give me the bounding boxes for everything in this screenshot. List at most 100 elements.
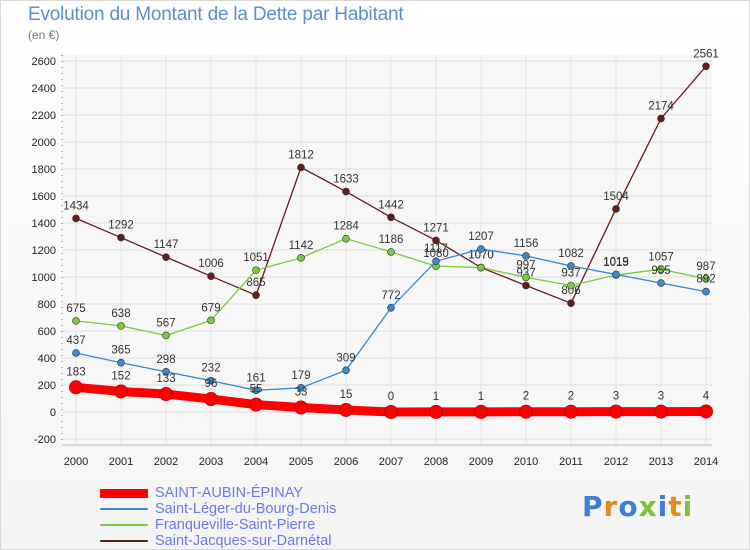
data-label: 1006 <box>198 258 224 270</box>
data-label: 1156 <box>514 238 539 250</box>
data-label: 1 <box>433 391 439 403</box>
data-point <box>522 281 530 290</box>
data-label: 152 <box>111 370 130 382</box>
data-label: 298 <box>156 354 175 366</box>
data-label: 1207 <box>468 231 494 243</box>
legend-item: Saint-Léger-du-Bourg-Denis <box>100 501 336 517</box>
data-point <box>69 380 83 395</box>
data-point <box>519 404 533 419</box>
data-point <box>252 386 260 395</box>
x-tick-label: 2000 <box>64 456 88 468</box>
data-label: 179 <box>291 370 310 382</box>
x-tick-label: 2006 <box>334 456 358 468</box>
data-point <box>117 358 125 367</box>
y-tick-label: 2400 <box>32 83 56 95</box>
data-point <box>429 404 443 419</box>
data-label: 1057 <box>648 251 674 263</box>
data-point <box>207 272 215 280</box>
data-point <box>609 404 623 419</box>
data-label: 1070 <box>468 250 494 262</box>
data-label: 1117 <box>424 243 448 255</box>
data-label: 33 <box>295 387 308 399</box>
data-label: 997 <box>516 259 535 271</box>
data-label: 0 <box>388 391 394 403</box>
data-label: 638 <box>111 308 130 320</box>
y-tick-label: 2200 <box>32 110 56 122</box>
data-label: 183 <box>66 366 85 378</box>
data-point <box>477 245 485 253</box>
data-label: 1442 <box>378 199 404 211</box>
y-tick-label: 1600 <box>32 191 56 203</box>
data-point <box>702 287 710 296</box>
data-point <box>342 187 350 196</box>
data-label: 865 <box>246 277 265 289</box>
data-point <box>117 233 125 242</box>
data-label: 892 <box>696 274 715 286</box>
y-tick-label: 400 <box>38 353 56 365</box>
data-point <box>387 248 395 256</box>
y-tick-label: 2000 <box>32 137 56 149</box>
data-label: 1147 <box>154 239 179 251</box>
data-label: 2 <box>568 391 574 403</box>
series-3: 675 638 567 679 1051 1142 1284 1186 1080 1070 997 9… <box>66 221 716 340</box>
y-tick-label: 800 <box>38 299 56 311</box>
data-point <box>252 291 260 300</box>
legend-label: Saint-Jacques-sur-Darnétal <box>155 533 332 549</box>
data-point <box>117 322 125 330</box>
data-point <box>72 349 80 357</box>
legend-label: Saint-Léger-du-Bourg-Denis <box>155 501 337 517</box>
data-label: 96 <box>205 378 218 390</box>
data-point <box>474 404 488 419</box>
data-point <box>567 299 575 307</box>
x-tick-label: 2001 <box>109 456 133 468</box>
data-label: 1082 <box>558 248 584 260</box>
data-point <box>297 254 305 262</box>
data-point <box>162 253 170 261</box>
x-tick-label: 2012 <box>604 456 628 468</box>
x-tick-label: 2003 <box>199 456 223 468</box>
data-point <box>432 236 440 245</box>
data-point <box>249 397 263 412</box>
y-tick-label: 1400 <box>32 218 56 230</box>
data-point <box>204 392 218 407</box>
data-point <box>72 214 80 223</box>
data-label: 955 <box>651 265 670 277</box>
chart-legend: SAINT-AUBIN-ÉPINAY Saint-Léger-du-Bourg-D… <box>100 485 336 549</box>
data-label: 437 <box>66 335 85 347</box>
data-point <box>612 270 620 279</box>
chart-title: Evolution du Montant de la Dette par Hab… <box>28 4 404 25</box>
x-tick-label: 2005 <box>289 456 313 468</box>
data-point <box>564 404 578 419</box>
data-point <box>297 384 305 392</box>
data-label: 2561 <box>693 48 719 60</box>
data-label: 365 <box>111 345 130 357</box>
x-tick-label: 2013 <box>649 456 673 468</box>
proxiti-logo: Proxiti <box>582 490 693 523</box>
data-point <box>297 163 305 172</box>
data-point <box>252 266 260 274</box>
data-label: 133 <box>156 373 175 385</box>
data-point <box>567 281 575 290</box>
data-point <box>387 303 395 312</box>
data-label: 567 <box>156 317 175 329</box>
x-tick-label: 2011 <box>559 456 583 468</box>
x-tick-label: 2007 <box>379 456 403 468</box>
data-point <box>432 257 440 266</box>
legend-swatch <box>100 488 148 498</box>
data-point <box>699 404 713 419</box>
legend-label: SAINT-AUBIN-ÉPINAY <box>155 485 303 501</box>
data-label: 1504 <box>603 191 629 203</box>
data-point <box>657 114 665 123</box>
legend-swatch <box>100 524 148 526</box>
legend-item: Franqueville-Saint-Pierre <box>100 517 336 533</box>
unit-label: (en €) <box>28 28 60 42</box>
data-point <box>114 384 128 399</box>
data-point <box>207 376 215 385</box>
y-tick-label: 1200 <box>32 245 56 257</box>
x-tick-label: 2004 <box>244 456 268 468</box>
logo-letter: x <box>638 490 658 523</box>
data-label: 1019 <box>603 256 629 268</box>
y-tick-label: 0 <box>50 407 56 419</box>
data-label: 987 <box>696 261 715 273</box>
data-point <box>702 62 710 71</box>
